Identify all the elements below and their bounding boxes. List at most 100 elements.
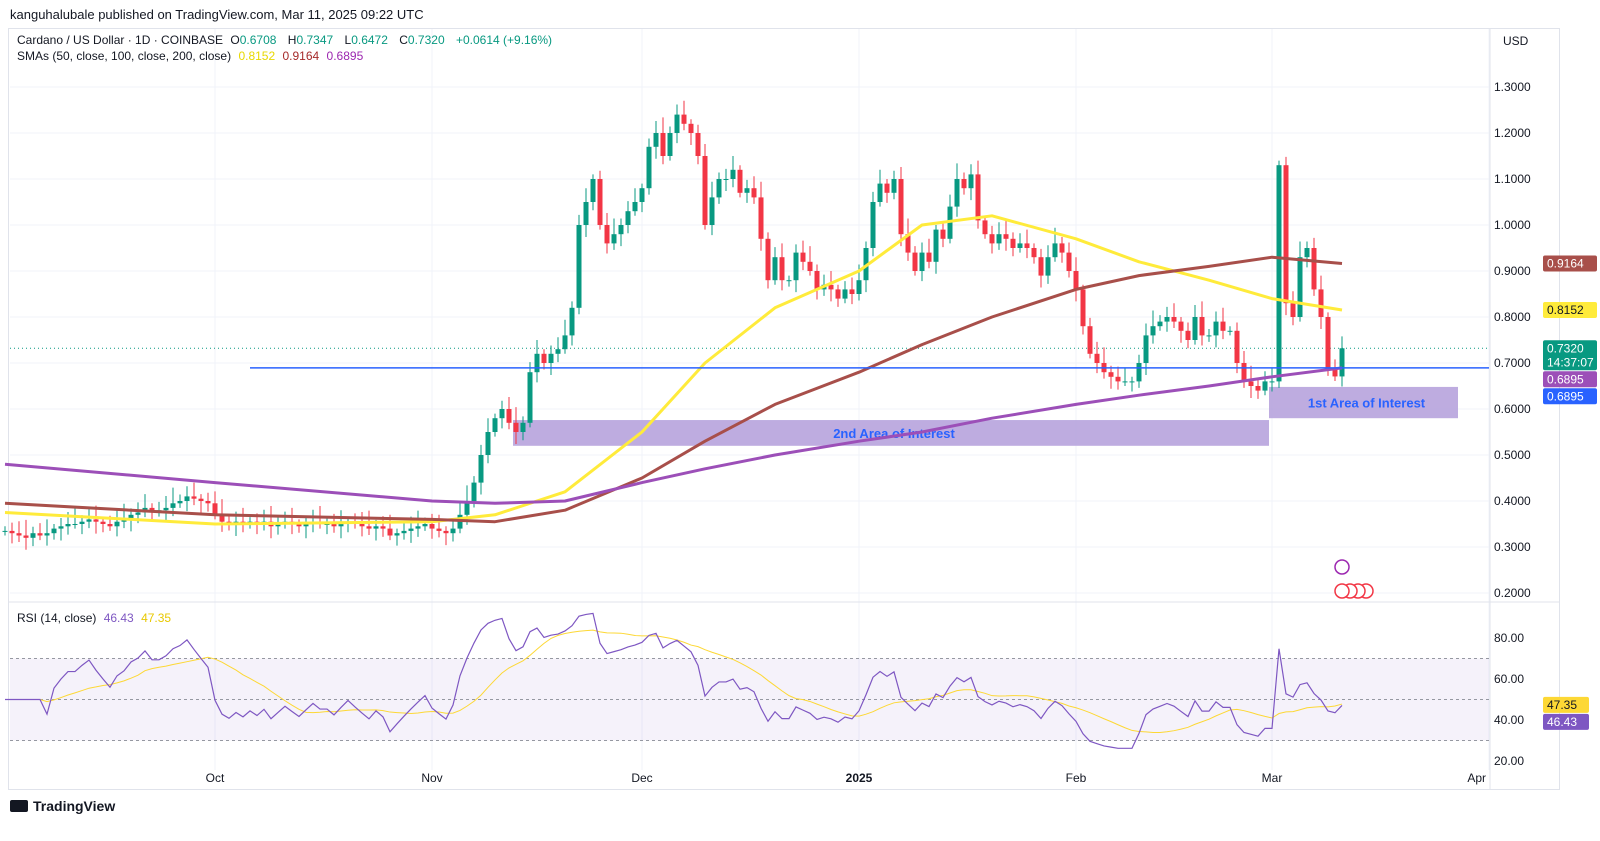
candle-body <box>842 289 848 299</box>
candle-body <box>1164 317 1170 322</box>
candle <box>1087 317 1093 359</box>
candle-body <box>800 252 806 262</box>
candle-body <box>576 225 582 308</box>
candle <box>534 340 540 383</box>
candle-body <box>100 521 106 524</box>
y-tick-label: 1.1000 <box>1494 172 1531 186</box>
candle <box>618 218 624 247</box>
candle-body <box>387 528 393 536</box>
symbol-legend: Cardano / US Dollar · 1D · COINBASE O0.6… <box>17 33 556 47</box>
candle <box>1304 241 1310 268</box>
candle <box>737 165 743 198</box>
candle <box>282 511 288 529</box>
candle-body <box>807 261 813 271</box>
candle-body <box>1003 234 1009 239</box>
candle-body <box>184 496 190 501</box>
candle <box>296 519 302 533</box>
candle-body <box>338 524 344 527</box>
open-label: O <box>230 33 240 47</box>
candle <box>1129 376 1135 392</box>
candle <box>44 519 50 546</box>
candle-body <box>604 225 610 244</box>
candle-body <box>709 197 715 225</box>
candle-body <box>1129 381 1135 383</box>
candle-body <box>506 409 512 423</box>
candle <box>240 507 246 533</box>
chart-frame <box>8 28 1560 790</box>
candle <box>744 179 750 203</box>
candle-body <box>723 179 729 180</box>
candle <box>415 510 421 537</box>
candle-body <box>1311 248 1317 290</box>
candle <box>576 214 582 315</box>
rsi-ma-line <box>5 629 1343 734</box>
sma-label: SMAs (50, close, 100, close, 200, close) <box>17 49 232 63</box>
candle <box>968 164 974 201</box>
candle-body <box>919 252 925 271</box>
price-label-bg <box>1543 302 1597 319</box>
candle-body <box>422 524 428 527</box>
lightning-event-icon[interactable] <box>1334 559 1350 575</box>
rsi-ma-value: 47.35 <box>141 611 172 625</box>
candle-body <box>1269 381 1275 383</box>
candle-body <box>870 202 876 248</box>
us-flag-event-icon[interactable] <box>1334 583 1350 599</box>
candle <box>1185 322 1191 349</box>
candle-body <box>1150 326 1156 336</box>
candle <box>345 517 351 533</box>
rsi-value: 46.43 <box>103 611 134 625</box>
area-of-interest-zone <box>1269 386 1458 419</box>
candle <box>597 170 603 230</box>
candle-body <box>72 524 78 525</box>
candle <box>9 522 15 544</box>
tradingview-logo[interactable]: TradingView <box>10 798 115 814</box>
candle <box>499 400 505 429</box>
candle <box>912 246 918 276</box>
candle <box>1003 218 1009 251</box>
candle <box>1010 232 1016 257</box>
candle <box>562 319 568 354</box>
candle <box>1066 242 1072 278</box>
candle-body <box>779 257 785 281</box>
rsi-label-bg <box>1543 713 1589 730</box>
rsi-legend[interactable]: RSI (14, close) 46.43 47.35 <box>17 611 175 625</box>
candle <box>1101 347 1107 379</box>
candle <box>1325 312 1331 376</box>
candle-body <box>1178 321 1184 331</box>
candle <box>758 181 764 251</box>
candle <box>30 526 36 547</box>
candle-body <box>380 526 386 529</box>
candle-body <box>1332 367 1338 377</box>
x-tick-label: Mar <box>1262 771 1283 785</box>
candle <box>1234 322 1240 374</box>
candle <box>1136 354 1142 388</box>
candle-body <box>1241 363 1247 382</box>
sma-line-sma200 <box>4 366 1343 505</box>
candle-body <box>520 422 526 432</box>
footer-label: TradingView <box>33 798 116 814</box>
candle <box>905 218 911 261</box>
candle-body <box>646 146 652 189</box>
candle-body <box>765 238 771 281</box>
symbol-name[interactable]: Cardano / US Dollar · 1D · COINBASE <box>17 33 224 47</box>
candle-body <box>737 169 743 193</box>
candle-body <box>793 252 799 281</box>
candle <box>37 523 43 541</box>
candle-body <box>478 455 484 483</box>
x-tick-label: Feb <box>1066 771 1087 785</box>
candle <box>569 301 575 346</box>
candle <box>1108 365 1114 389</box>
rsi-tick-label: 20.00 <box>1494 754 1524 768</box>
candle-body <box>1262 381 1268 391</box>
sma-legend[interactable]: SMAs (50, close, 100, close, 200, close)… <box>17 49 367 63</box>
candle-body <box>114 521 120 527</box>
candle-body <box>1192 317 1198 340</box>
candle <box>555 337 561 363</box>
candle <box>1192 305 1198 345</box>
candle <box>870 191 876 257</box>
y-tick-label: 1.2000 <box>1494 126 1531 140</box>
candle-body <box>1339 348 1345 377</box>
candle <box>513 407 519 444</box>
currency-label[interactable]: USD <box>1503 34 1529 48</box>
